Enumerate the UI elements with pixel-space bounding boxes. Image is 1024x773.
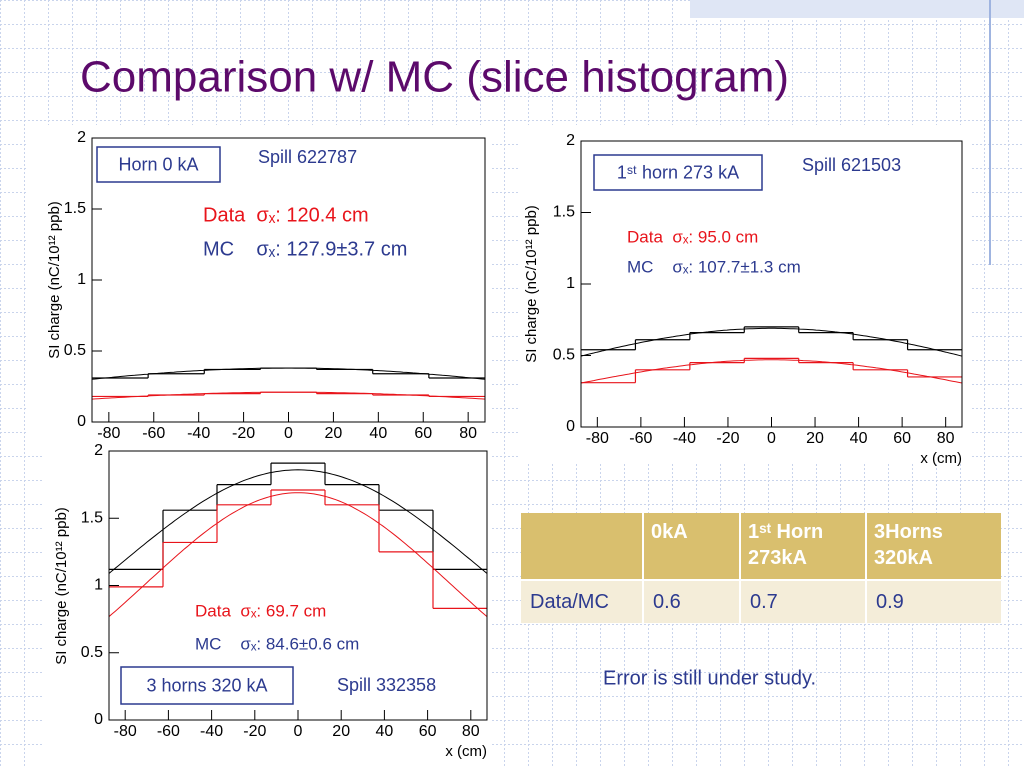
x-tick-label: -80 [114, 723, 137, 740]
x-tick-label: -60 [157, 723, 180, 740]
setting-label: 3 horns 320 kA [146, 675, 267, 695]
x-tick-label: -60 [629, 430, 652, 447]
x-tick-label: 0 [294, 723, 303, 740]
table-header-text: 1ˢᵗ Horn 273kA [748, 521, 824, 569]
note: Error is still under study. [603, 667, 816, 689]
x-tick-label: 60 [419, 723, 437, 740]
y-tick-label: 1 [566, 275, 575, 292]
x-tick-label: 60 [893, 430, 911, 447]
setting-box [593, 154, 763, 191]
fit-curve [92, 391, 485, 400]
mc-sigma: MC σₓ: 127.9±3.7 cm [203, 238, 407, 260]
table-header-cell: 3Horns 320kA [874, 521, 943, 569]
x-tick-label: 60 [414, 425, 432, 442]
fit-curve [92, 367, 485, 380]
y-tick-label: 0 [566, 418, 575, 435]
table: 0kA 1ˢᵗ Horn 273kA 3Horns 320kA Data/MC 0.6 0… [521, 513, 1001, 623]
spill-label: Spill 621503 [802, 155, 901, 175]
y-axis-label: SI charge (nC/10¹² ppb) [53, 507, 70, 665]
plot-frame [108, 450, 488, 721]
x-tick-label: 80 [459, 425, 477, 442]
series [581, 357, 962, 384]
table-cell: 0.7 [750, 591, 778, 613]
x-tick-label: -20 [243, 723, 266, 740]
setting-label: 1ˢᵗ horn 273 kA [617, 162, 739, 182]
mc-sigma: MC σₓ: 107.7±1.3 cm [627, 257, 801, 276]
mc-sigma: MC σₓ: 84.6±0.6 cm [195, 634, 359, 653]
series [581, 326, 962, 357]
x-tick-label: 20 [332, 723, 350, 740]
x-tick-label: 0 [284, 425, 293, 442]
y-tick-label: 0.5 [553, 347, 575, 364]
x-tick-label: -80 [97, 425, 120, 442]
data-sigma: Data σₓ: 95.0 cm [627, 227, 758, 246]
x-tick-label: 40 [850, 430, 868, 447]
table-header-bg [521, 513, 1001, 580]
x-tick-label: -60 [142, 425, 165, 442]
x-tick-label: -20 [716, 430, 739, 447]
plot-frame [91, 137, 486, 423]
table-cell: 0.9 [876, 591, 904, 613]
setting-label: Horn 0 kA [118, 154, 198, 174]
setting-box [120, 666, 294, 705]
table-row-label: Data/MC [530, 591, 609, 613]
y-tick-label: 1.5 [553, 204, 575, 221]
top-band [690, 0, 1024, 18]
series [92, 367, 485, 380]
x-tick-label: 80 [937, 430, 955, 447]
table-cell: 0.6 [653, 591, 681, 613]
y-tick-label: 1 [77, 271, 86, 288]
y-tick-label: 1.5 [64, 200, 86, 217]
table-header-cell: 0kA [651, 521, 688, 543]
y-tick-label: 0 [94, 711, 103, 728]
chart: 0 0.5 1 1.5 2 -80 -60 -40 -20 0 20 40 60 80 SI charge … [518, 125, 970, 467]
fit-curve [109, 492, 487, 617]
series [109, 462, 487, 574]
y-tick-label: 2 [94, 442, 103, 459]
y-tick-label: 0.5 [64, 342, 86, 359]
y-tick-label: 2 [566, 132, 575, 149]
fit-curve [581, 359, 962, 384]
data-sigma: Data σₓ: 69.7 cm [195, 601, 326, 620]
table-row-bg [521, 580, 1001, 623]
x-tick-label: -40 [187, 425, 210, 442]
x-tick-label: -80 [586, 430, 609, 447]
y-axis-label: SI charge (nC/10¹² ppb) [523, 205, 540, 363]
x-tick-label: 40 [369, 425, 387, 442]
fit-curve [109, 469, 487, 574]
table-header-text: 3Horns 320kA [874, 521, 943, 569]
chart: 0 0.5 1 1.5 2 -80 -60 -40 -20 0 20 40 60 80 SI charge … [28, 125, 490, 443]
table-header-cell: 1ˢᵗ Horn 273kA [748, 521, 824, 569]
x-tick-label: -40 [673, 430, 696, 447]
x-tick-label: 20 [806, 430, 824, 447]
x-axis-label: x (cm) [445, 743, 487, 760]
y-axis-label: SI charge (nC/10¹² ppb) [46, 201, 63, 359]
y-tick-label: 2 [77, 129, 86, 146]
spill-label: Spill 332358 [337, 675, 436, 695]
x-tick-label: 40 [376, 723, 394, 740]
spill-label: Spill 622787 [258, 147, 357, 167]
series [109, 489, 487, 617]
data-sigma: Data σₓ: 120.4 cm [203, 204, 369, 226]
y-tick-label: 1.5 [81, 509, 103, 526]
setting-box [96, 146, 221, 183]
x-tick-label: 20 [325, 425, 343, 442]
series [92, 391, 485, 400]
plot-frame [580, 140, 963, 428]
slide-title: Comparison w/ MC (slice histogram) [80, 53, 789, 102]
y-tick-label: 0 [77, 413, 86, 430]
y-tick-label: 0.5 [81, 644, 103, 661]
x-tick-label: 0 [767, 430, 776, 447]
y-tick-label: 1 [94, 577, 103, 594]
chart: 0 0.5 1 1.5 2 -80 -60 -40 -20 0 20 40 60 80 SI charge … [44, 442, 492, 768]
x-tick-label: -40 [200, 723, 223, 740]
x-axis-label: x (cm) [920, 450, 962, 467]
x-tick-label: 80 [462, 723, 480, 740]
fit-curve [581, 327, 962, 357]
x-tick-label: -20 [232, 425, 255, 442]
table-header-text: 0kA [651, 521, 688, 543]
